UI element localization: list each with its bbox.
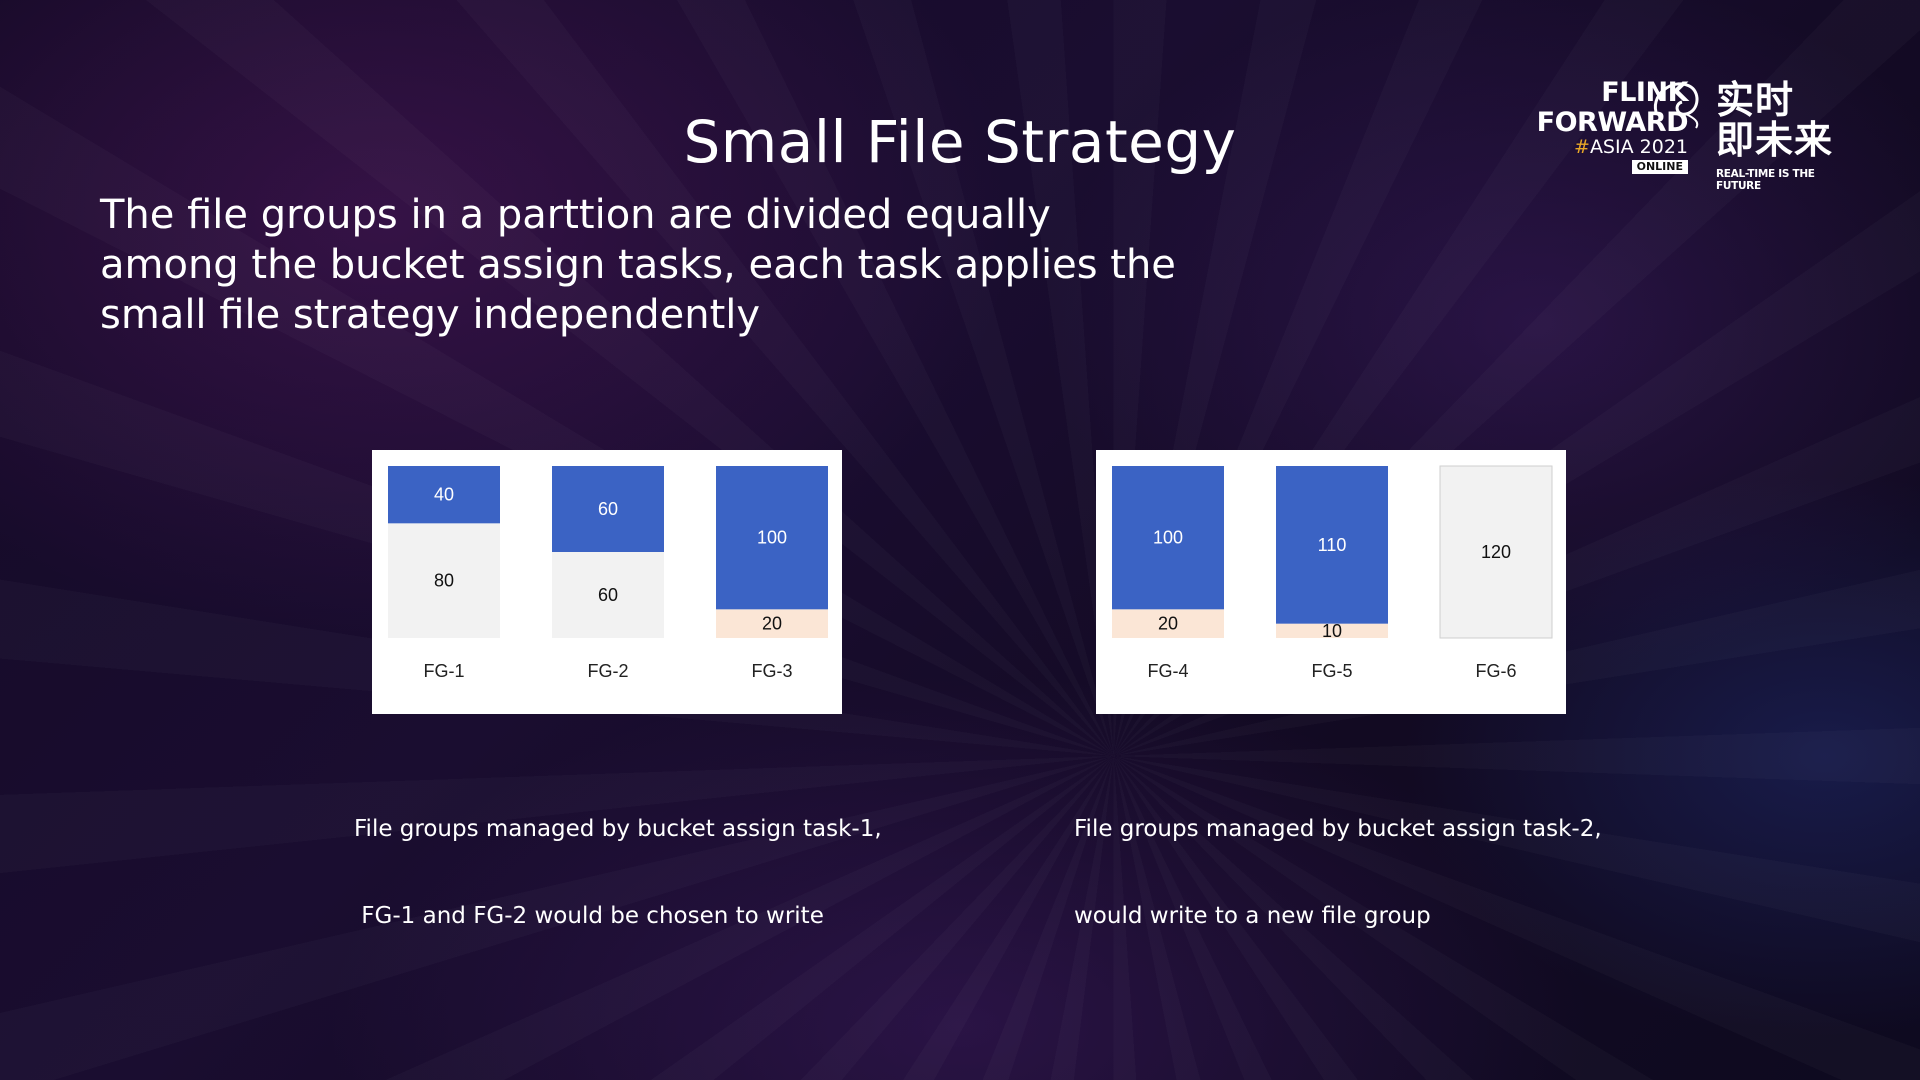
bar-segment-free — [388, 523, 500, 638]
subtitle-line: among the bucket assign tasks, each task… — [100, 242, 1176, 288]
subtitle-line: small file strategy independently — [100, 292, 761, 338]
bar-segment-used — [1112, 466, 1224, 610]
logo-line-forward: FORWARD — [1536, 107, 1689, 138]
category-label: FG-2 — [587, 661, 628, 681]
bar-segment-used — [716, 466, 828, 610]
bar-value-label: 110 — [1318, 535, 1347, 555]
chart-task-2-svg: 20 100 FG-4 10 110 FG-5 120 FG-6 — [1112, 465, 1553, 681]
bar-value-label: 60 — [598, 585, 618, 605]
category-label: FG-5 — [1311, 661, 1352, 681]
bar-value-label: 80 — [434, 571, 454, 591]
chart-task-1-svg: 80 40 FG-1 60 60 FG-2 20 100 FG-3 — [388, 466, 828, 681]
category-label: FG-4 — [1147, 661, 1188, 681]
bar-value-label: 10 — [1322, 621, 1342, 641]
logo-cn-line2: 即未来 — [1716, 118, 1834, 162]
caption-task-2: File groups managed by bucket assign tas… — [1074, 757, 1602, 960]
bar-segment-free — [552, 552, 664, 638]
bar-segment-small-remaining — [1112, 609, 1224, 638]
chart-task-2: 20 100 FG-4 10 110 FG-5 120 FG-6 — [1096, 450, 1566, 714]
bar-segment-used — [552, 466, 664, 552]
bar-segment-free — [1439, 465, 1553, 639]
category-label: FG-6 — [1475, 661, 1516, 681]
bar-value-label: 100 — [757, 528, 787, 548]
bar-segment-used — [1276, 466, 1388, 624]
bar-value-label: 40 — [434, 485, 454, 505]
subtitle-line: The file groups in a parttion are divide… — [100, 192, 1051, 238]
logo-online-badge: ONLINE — [1631, 160, 1688, 174]
category-label: FG-3 — [751, 661, 792, 681]
squirrel-logo-icon — [1653, 82, 1699, 129]
logo-line-flink: FLINK — [1601, 77, 1688, 108]
caption-line: FG-1 and FG-2 would be chosen to write — [354, 903, 824, 929]
bar-segment-small-remaining — [1276, 623, 1388, 638]
logo-asia-year: ASIA 2021 — [1589, 136, 1688, 158]
bar-segment-small-remaining — [716, 609, 828, 638]
logo-cn-line1: 实时 — [1716, 78, 1795, 122]
caption-task-1: File groups managed by bucket assign tas… — [354, 757, 882, 960]
logo-tagline: REAL-TIME IS THE FUTURE — [1716, 168, 1815, 192]
bar-value-label: 120 — [1481, 542, 1511, 562]
flink-forward-logo: FLINK FORWARD #ASIA 2021 ONLINE 实时 即未来 R… — [1518, 72, 1838, 193]
bar-value-label: 20 — [762, 614, 782, 634]
caption-line: would write to a new file group — [1074, 903, 1431, 929]
bar-value-label: 60 — [598, 499, 618, 519]
bar-value-label: 100 — [1153, 528, 1183, 548]
logo-chinese-slogan: 实时 即未来 — [1716, 80, 1833, 160]
caption-line: File groups managed by bucket assign tas… — [1074, 816, 1602, 842]
bar-value-label: 20 — [1158, 614, 1178, 634]
logo-edition: #ASIA 2021 — [1574, 136, 1688, 158]
logo-wordmark: FLINK FORWARD — [1536, 77, 1689, 138]
slide-title: Small File Strategy — [683, 108, 1237, 176]
chart-task-1: 80 40 FG-1 60 60 FG-2 20 100 FG-3 — [372, 450, 842, 714]
slide-subtitle: The file groups in a parttion are divide… — [100, 190, 1250, 340]
bar-segment-used — [388, 466, 500, 524]
caption-line: File groups managed by bucket assign tas… — [354, 816, 882, 842]
logo-hash: # — [1574, 136, 1590, 158]
category-label: FG-1 — [423, 661, 464, 681]
